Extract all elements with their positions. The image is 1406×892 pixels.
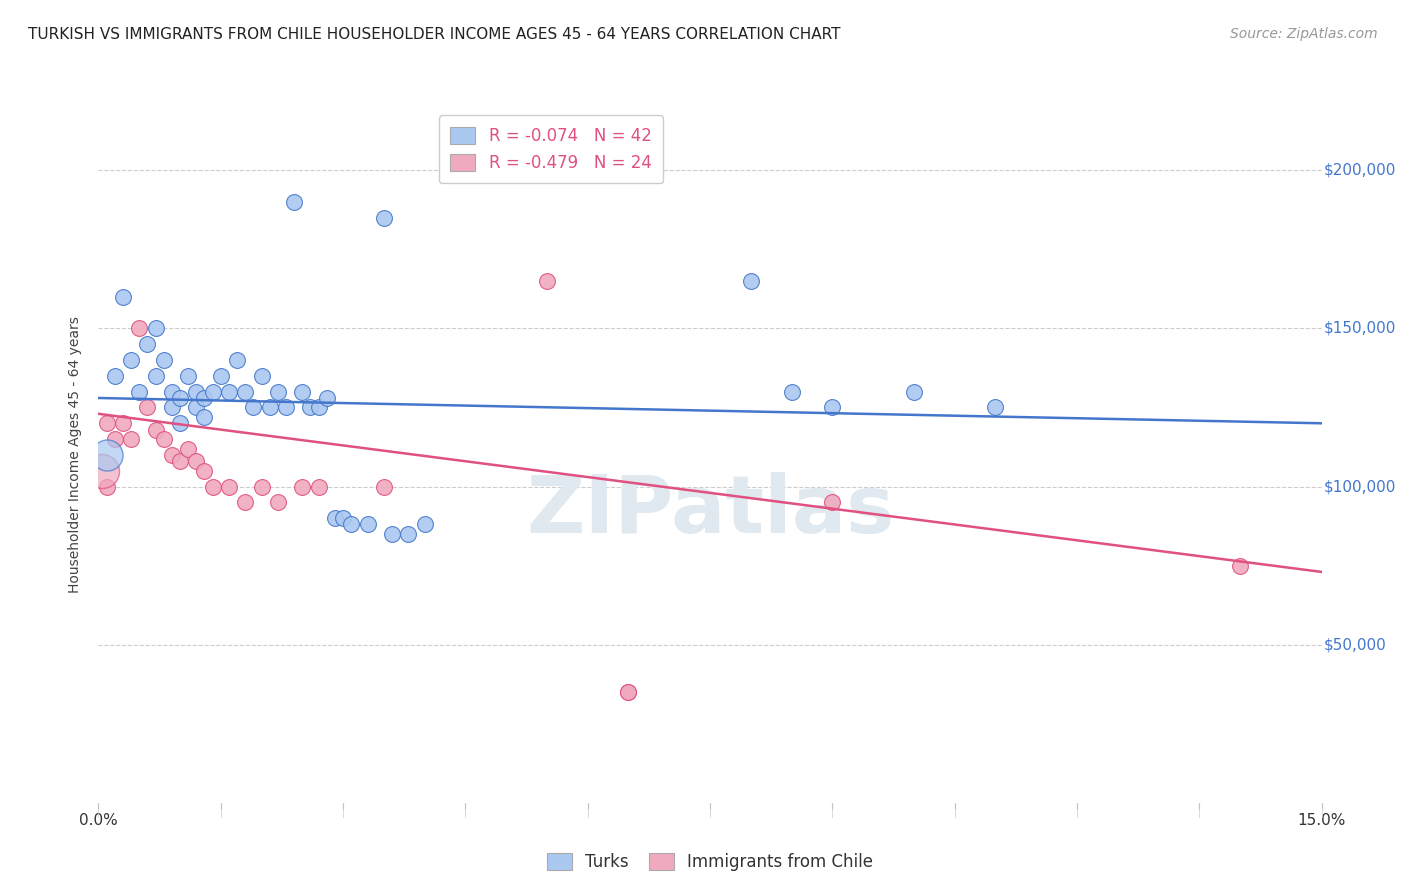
- Point: [323, 511, 346, 525]
- Point: [169, 391, 191, 405]
- Point: [233, 384, 256, 399]
- Point: [903, 384, 925, 399]
- Point: [96, 448, 118, 462]
- Point: [160, 448, 183, 462]
- Y-axis label: Householder Income Ages 45 - 64 years: Householder Income Ages 45 - 64 years: [69, 317, 83, 593]
- Point: [226, 353, 249, 368]
- Point: [177, 368, 200, 383]
- Point: [145, 321, 167, 335]
- Point: [283, 194, 305, 209]
- Point: [315, 391, 337, 405]
- Point: [1229, 558, 1251, 573]
- Text: $100,000: $100,000: [1324, 479, 1396, 494]
- Point: [209, 368, 232, 383]
- Point: [186, 454, 208, 468]
- Point: [218, 384, 240, 399]
- Point: [120, 432, 142, 446]
- Point: [169, 454, 191, 468]
- Point: [201, 384, 224, 399]
- Point: [780, 384, 803, 399]
- Point: [111, 290, 134, 304]
- Point: [145, 368, 167, 383]
- Text: Source: ZipAtlas.com: Source: ZipAtlas.com: [1230, 27, 1378, 41]
- Point: [740, 274, 762, 288]
- Point: [984, 401, 1007, 415]
- Text: ZIPatlas: ZIPatlas: [526, 472, 894, 549]
- Point: [96, 479, 118, 493]
- Point: [291, 479, 314, 493]
- Point: [617, 685, 640, 699]
- Point: [299, 401, 322, 415]
- Point: [136, 337, 159, 351]
- Text: TURKISH VS IMMIGRANTS FROM CHILE HOUSEHOLDER INCOME AGES 45 - 64 YEARS CORRELATI: TURKISH VS IMMIGRANTS FROM CHILE HOUSEHO…: [28, 27, 841, 42]
- Point: [373, 211, 395, 225]
- Point: [145, 423, 167, 437]
- Point: [396, 527, 419, 541]
- Point: [218, 479, 240, 493]
- Point: [274, 401, 297, 415]
- Point: [111, 417, 134, 431]
- Point: [128, 384, 150, 399]
- Point: [193, 464, 215, 478]
- Point: [193, 409, 215, 424]
- Point: [413, 517, 436, 532]
- Point: [136, 401, 159, 415]
- Point: [250, 368, 273, 383]
- Point: [308, 401, 330, 415]
- Text: $50,000: $50,000: [1324, 637, 1386, 652]
- Point: [233, 495, 256, 509]
- Point: [356, 517, 378, 532]
- Point: [152, 432, 174, 446]
- Point: [821, 401, 844, 415]
- Point: [267, 384, 290, 399]
- Point: [259, 401, 281, 415]
- Point: [152, 353, 174, 368]
- Point: [250, 479, 273, 493]
- Point: [160, 401, 183, 415]
- Point: [267, 495, 290, 509]
- Point: [536, 274, 558, 288]
- Point: [128, 321, 150, 335]
- Point: [242, 401, 264, 415]
- Point: [104, 368, 127, 383]
- Point: [160, 384, 183, 399]
- Point: [104, 432, 127, 446]
- Point: [186, 401, 208, 415]
- Legend: Turks, Immigrants from Chile: Turks, Immigrants from Chile: [540, 847, 880, 878]
- Point: [169, 417, 191, 431]
- Point: [177, 442, 200, 456]
- Point: [308, 479, 330, 493]
- Point: [373, 479, 395, 493]
- Point: [291, 384, 314, 399]
- Point: [201, 479, 224, 493]
- Point: [821, 495, 844, 509]
- Point: [340, 517, 363, 532]
- Point: [332, 511, 354, 525]
- Point: [91, 464, 114, 478]
- Point: [381, 527, 404, 541]
- Point: [120, 353, 142, 368]
- Text: $200,000: $200,000: [1324, 163, 1396, 178]
- Point: [96, 417, 118, 431]
- Point: [186, 384, 208, 399]
- Text: $150,000: $150,000: [1324, 321, 1396, 336]
- Point: [617, 685, 640, 699]
- Point: [193, 391, 215, 405]
